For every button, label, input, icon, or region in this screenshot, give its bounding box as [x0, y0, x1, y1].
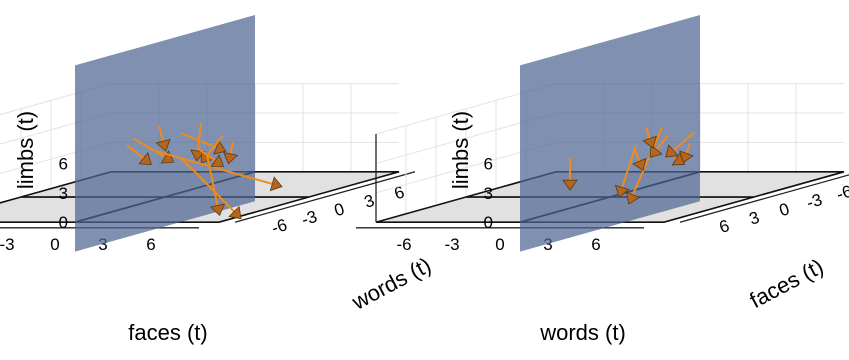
vector-arrowhead [190, 149, 206, 162]
z-tick-label: 3 [59, 184, 68, 203]
vector-arrowhead [614, 184, 630, 198]
vector-arrowhead [671, 152, 686, 166]
y-tick-label: 0 [332, 199, 347, 220]
z-axis-title: limbs (t) [448, 111, 473, 189]
x-tick-label: 6 [146, 235, 155, 254]
boundary-plane [520, 15, 700, 252]
x-axis-title: faces (t) [128, 320, 207, 345]
vector-arrowhead [269, 176, 283, 192]
vector-arrowhead [228, 205, 242, 220]
x-tick-label: 3 [543, 235, 552, 254]
vector-arrowhead [213, 140, 227, 155]
x-tick-label: 0 [50, 235, 59, 254]
x-tick-label: 3 [98, 235, 107, 254]
z-tick-label: 3 [484, 184, 493, 203]
y-axis-title: faces (t) [746, 254, 828, 313]
z-tick-label: 0 [59, 213, 68, 232]
vector-arrowhead [160, 150, 175, 164]
x-tick-label: 0 [495, 235, 504, 254]
vector-arrowhead [625, 191, 641, 205]
vector-line [206, 154, 220, 213]
y-axis-title: words (t) [347, 252, 435, 315]
y-tick-label: 0 [777, 199, 792, 220]
vector-arrowhead [562, 179, 578, 191]
vector-arrowhead [210, 154, 225, 167]
z-tick-label: 6 [59, 154, 68, 173]
z-axis-title: limbs (t) [13, 111, 38, 189]
y-tick-label: 3 [362, 191, 377, 212]
y-tick-label: 6 [392, 182, 407, 203]
boundary-plane [75, 15, 255, 252]
vector-line [619, 144, 637, 195]
y-tick-label: 3 [747, 208, 762, 229]
vector-line [180, 132, 224, 152]
vector-arrowhead [632, 157, 647, 172]
x-axis-title: words (t) [539, 320, 626, 345]
y-tick-label: 6 [717, 216, 732, 237]
y-axis-line [234, 171, 416, 223]
vector-arrowhead [209, 203, 226, 216]
x-tick-label: -6 [396, 235, 411, 254]
vector-arrowhead [155, 138, 171, 152]
z-tick-label: 0 [484, 213, 493, 232]
vector-arrowhead [642, 135, 657, 149]
x-tick-label: -3 [0, 235, 15, 254]
vector-line [180, 157, 240, 218]
vectors [126, 122, 283, 220]
y-axis-line [679, 174, 849, 223]
x-tick-label: -3 [444, 235, 459, 254]
vector-arrowhead [665, 144, 679, 158]
vectors [562, 127, 695, 205]
vector-line [629, 127, 663, 202]
y-tick-label: -3 [804, 190, 824, 213]
y-tick-label: -6 [269, 215, 289, 238]
vector-line [154, 149, 280, 187]
z-tick-label: 6 [484, 154, 493, 173]
vector-arrowhead [223, 151, 239, 165]
y-tick-label: -6 [834, 182, 849, 205]
vector-arrowhead [138, 152, 152, 166]
y-tick-label: -3 [299, 207, 319, 230]
x-tick-label: 6 [591, 235, 600, 254]
